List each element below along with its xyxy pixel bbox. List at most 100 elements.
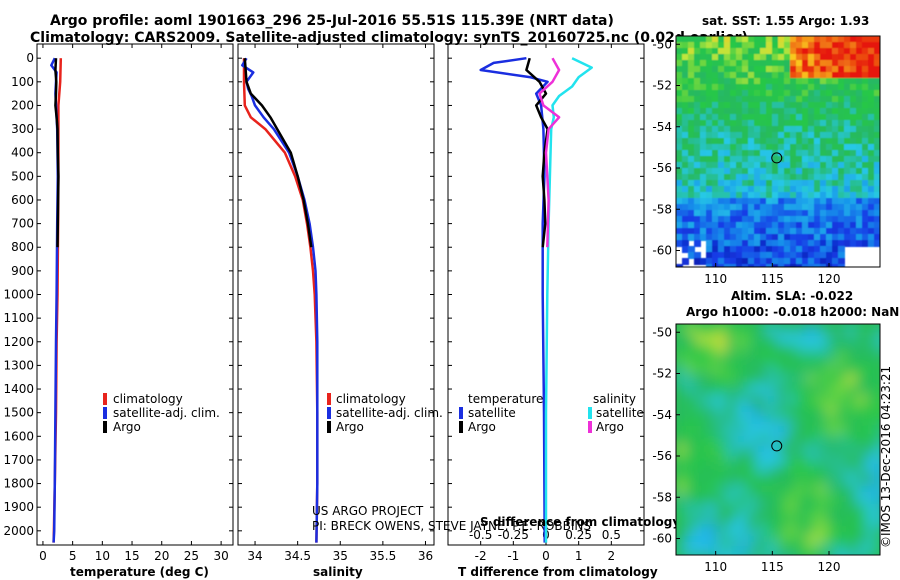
map-cell [712, 234, 719, 241]
map-cell [776, 534, 787, 545]
map-cell [706, 494, 717, 505]
map-cell [778, 72, 785, 79]
map-cell [748, 162, 755, 169]
map-cell [836, 474, 847, 485]
map-cell [826, 334, 837, 345]
map-cell [790, 90, 797, 97]
map-cell [718, 246, 725, 253]
map-cell [836, 544, 847, 555]
map-cell [796, 414, 807, 425]
map-cell [850, 180, 857, 187]
map-cell [856, 72, 863, 79]
map-cell [826, 156, 833, 163]
map-cell [856, 424, 867, 435]
map-cell [688, 162, 695, 169]
map-cell [856, 444, 867, 455]
map-cell [682, 132, 689, 139]
map-cell [862, 108, 869, 115]
map-cell [718, 174, 725, 181]
map-cell [676, 66, 683, 73]
map-cell [868, 66, 875, 73]
map-cell [736, 524, 747, 535]
map-cell [724, 48, 731, 55]
map-cell [700, 120, 707, 127]
map-cell [712, 36, 719, 43]
map-cell [844, 108, 851, 115]
map-cell [796, 554, 807, 555]
map-cell [676, 264, 683, 267]
map-cell [754, 144, 761, 151]
map-cell [820, 60, 827, 67]
map-cell [676, 162, 683, 169]
map-cell [748, 204, 755, 211]
map-cell [778, 168, 785, 175]
map-cell [862, 156, 869, 163]
map-cell [862, 198, 869, 205]
depth-tick-label: 1500 [3, 406, 34, 420]
map-cell [748, 150, 755, 157]
map-cell [820, 258, 827, 265]
map-cell [778, 162, 785, 169]
map-cell [856, 78, 863, 85]
map-cell [760, 216, 767, 223]
map-cell [754, 114, 761, 121]
map-cell [874, 54, 880, 61]
map-cell [766, 96, 773, 103]
map-cell [814, 228, 821, 235]
map-cell [816, 464, 827, 475]
map-cell [862, 234, 869, 241]
map-cell [706, 474, 717, 485]
map-cell [816, 354, 827, 365]
map-cell [766, 54, 773, 61]
map-cell [682, 114, 689, 121]
map-cell [844, 84, 851, 91]
map-cell [700, 192, 707, 199]
map-cell [806, 444, 817, 455]
map-cell [766, 364, 777, 375]
map-cell [826, 252, 833, 259]
map-cell [676, 514, 687, 525]
map-cell [776, 514, 787, 525]
figure-title-line1: Argo profile: aoml 1901663_296 25-Jul-20… [50, 13, 614, 29]
map-cell [706, 240, 713, 247]
map-cell [712, 48, 719, 55]
map-cell [826, 102, 833, 109]
map-cell [856, 36, 863, 43]
map-cell [796, 66, 803, 73]
map-cell [844, 126, 851, 133]
map-cell [766, 132, 773, 139]
map-cell [754, 216, 761, 223]
map-cell [784, 96, 791, 103]
map-cell [776, 464, 787, 475]
map-cell [850, 156, 857, 163]
map-cell [676, 120, 683, 127]
map-cell [826, 204, 833, 211]
s-difference-axis-label: S difference from climatology [480, 515, 680, 529]
map-cell [776, 434, 787, 445]
map-cell [862, 48, 869, 55]
s-tick-label: -0.25 [498, 528, 529, 542]
map-cell [706, 90, 713, 97]
map-cell [742, 84, 749, 91]
sla-map-panel: Altim. SLA: -0.022 Argo h1000: -0.018 h2… [652, 289, 899, 574]
map-cell [726, 364, 737, 375]
map-cell [730, 216, 737, 223]
map-cell [778, 246, 785, 253]
legend-t-satellite-swatch [459, 407, 463, 419]
map-cell [756, 414, 767, 425]
map-cell [790, 138, 797, 145]
map-cell [736, 54, 743, 61]
map-cell [736, 544, 747, 555]
map-cell [846, 364, 857, 375]
map-cell [796, 96, 803, 103]
map-cell [850, 192, 857, 199]
salinity-panel: 34 34.5 35 35.5 36 salinity climatology sate… [237, 43, 591, 579]
map-cell [856, 138, 863, 145]
map-cell [746, 524, 757, 535]
map-cell [746, 404, 757, 415]
map-cell [846, 354, 857, 365]
map-cell [756, 454, 767, 465]
map-cell [748, 114, 755, 121]
map-cell [866, 324, 877, 335]
map-cell [688, 78, 695, 85]
